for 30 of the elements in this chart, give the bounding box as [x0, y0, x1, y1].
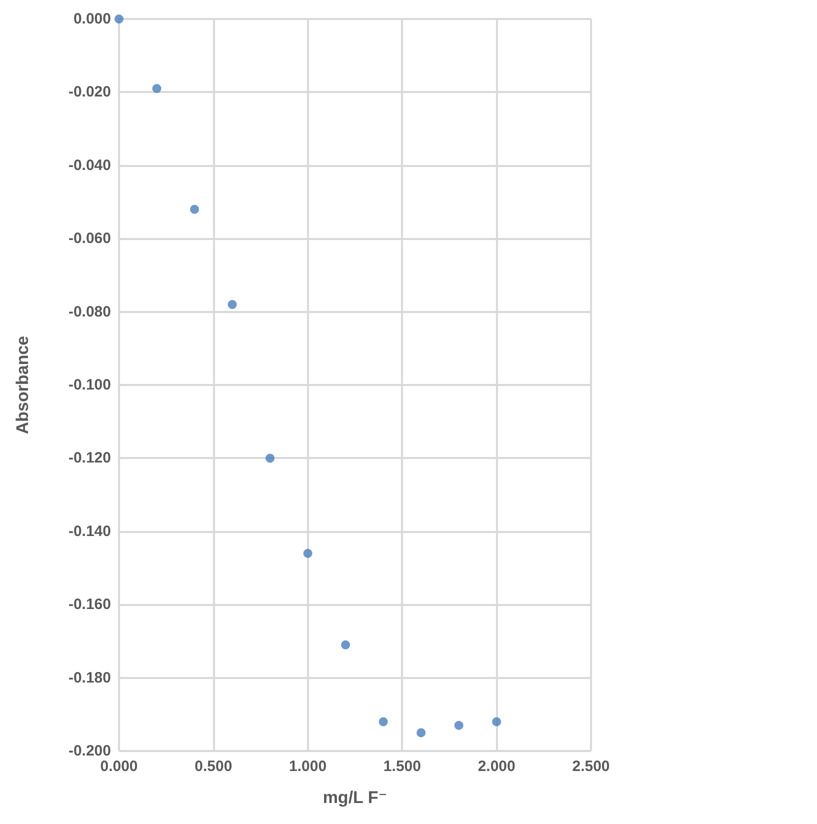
y-tick-label: -0.060 [68, 230, 111, 248]
y-tick-label: 0.000 [73, 10, 111, 28]
point [228, 300, 237, 309]
y-tick-label: -0.100 [68, 376, 111, 394]
point [492, 717, 502, 726]
point [416, 728, 426, 738]
y-tick-label: -0.120 [68, 450, 111, 467]
x-tick-label: 1.000 [289, 758, 327, 775]
y-tick-label: -0.180 [68, 669, 111, 686]
y-tick-label: -0.080 [68, 303, 111, 320]
point [454, 720, 464, 730]
x-tick-label: 1.500 [383, 758, 421, 775]
point [114, 14, 124, 24]
x-axis-title: mg/L F⁻ [322, 788, 388, 807]
y-tick-label: -0.160 [68, 596, 111, 614]
point [266, 454, 275, 463]
y-tick-label: -0.200 [68, 742, 111, 760]
y-axis-title: Absorbance [13, 336, 32, 434]
y-tick-label: -0.020 [68, 84, 111, 101]
point [341, 640, 350, 650]
point [303, 548, 312, 558]
point [152, 84, 162, 94]
y-tick-label: -0.140 [68, 522, 111, 540]
point [378, 717, 388, 726]
x-tick-label: 2.000 [478, 758, 516, 775]
point [190, 204, 200, 214]
x-tick-label: 2.500 [572, 758, 610, 775]
x-tick-label: 0.500 [194, 758, 232, 775]
x-tick-label: 0.000 [100, 758, 138, 775]
y-tick-label: -0.040 [68, 156, 111, 174]
